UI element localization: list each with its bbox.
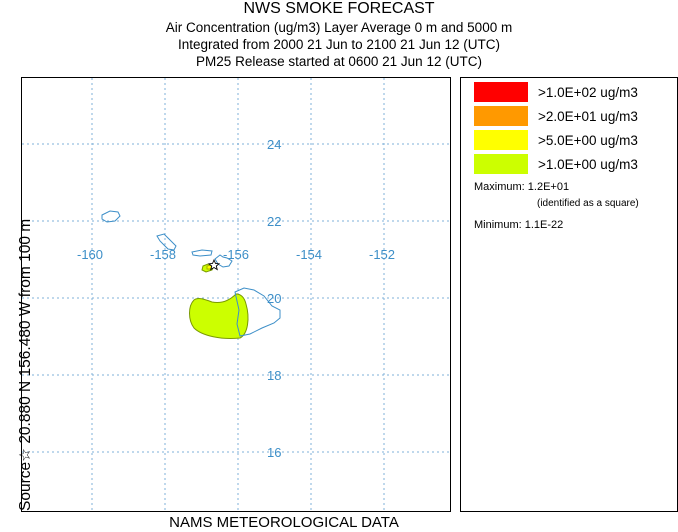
latitude-label: 22 — [267, 214, 281, 229]
longitude-labels: -160 -158 -156 -154 -152 — [77, 247, 395, 262]
maximum-note: (identified as a square) — [537, 198, 639, 209]
legend-swatch-red — [474, 82, 528, 102]
smoke-plume-contour — [189, 293, 249, 339]
forecast-title: NWS SMOKE FORECAST — [243, 0, 435, 17]
latitude-label: 16 — [267, 445, 281, 460]
latitude-label: 20 — [267, 291, 281, 306]
latitude-label: 24 — [267, 137, 281, 152]
map-panel: -160 -158 -156 -154 -152 24 22 20 18 16 — [21, 77, 452, 513]
release-info: PM25 Release started at 0600 21 Jun 12 (… — [196, 54, 482, 69]
legend-swatch-lime — [474, 154, 528, 174]
concentration-subtitle: Air Concentration (ug/m3) Layer Average … — [165, 20, 513, 35]
map-svg: -160 -158 -156 -154 -152 24 22 20 18 16 — [22, 78, 452, 513]
source-location-label: Source☆ 20.880 N 156.480 W from 100 m — [17, 218, 34, 511]
legend-label-4: >1.0E+00 ug/m3 — [538, 157, 638, 172]
longitude-label: -152 — [369, 247, 395, 262]
island-molokai — [191, 249, 213, 257]
longitude-label: -160 — [77, 247, 103, 262]
legend-label-1: >1.0E+02 ug/m3 — [538, 85, 638, 100]
legend-swatch-orange — [474, 106, 528, 126]
longitude-label: -154 — [296, 247, 322, 262]
legend-label-3: >5.0E+00 ug/m3 — [538, 133, 638, 148]
latitude-labels: 24 22 20 18 16 — [267, 137, 281, 460]
integration-period: Integrated from 2000 21 Jun to 2100 21 J… — [178, 37, 500, 52]
island-niihau — [101, 210, 121, 223]
meteorological-data-label: NAMS METEOROLOGICAL DATA — [169, 514, 399, 531]
island-hawaii — [234, 287, 281, 337]
legend-swatch-yellow — [474, 130, 528, 150]
minimum-value: Minimum: 1.1E-22 — [474, 219, 564, 231]
legend-label-2: >2.0E+01 ug/m3 — [538, 109, 638, 124]
latitude-label: 18 — [267, 368, 281, 383]
maximum-value: Maximum: 1.2E+01 — [474, 181, 570, 193]
legend-panel: >1.0E+02 ug/m3 >2.0E+01 ug/m3 >5.0E+00 u… — [460, 77, 678, 512]
star-icon — [207, 258, 221, 271]
longitude-label: -158 — [150, 247, 176, 262]
longitude-label: -156 — [223, 247, 249, 262]
island-maui — [214, 254, 233, 268]
island-oahu — [156, 233, 177, 251]
